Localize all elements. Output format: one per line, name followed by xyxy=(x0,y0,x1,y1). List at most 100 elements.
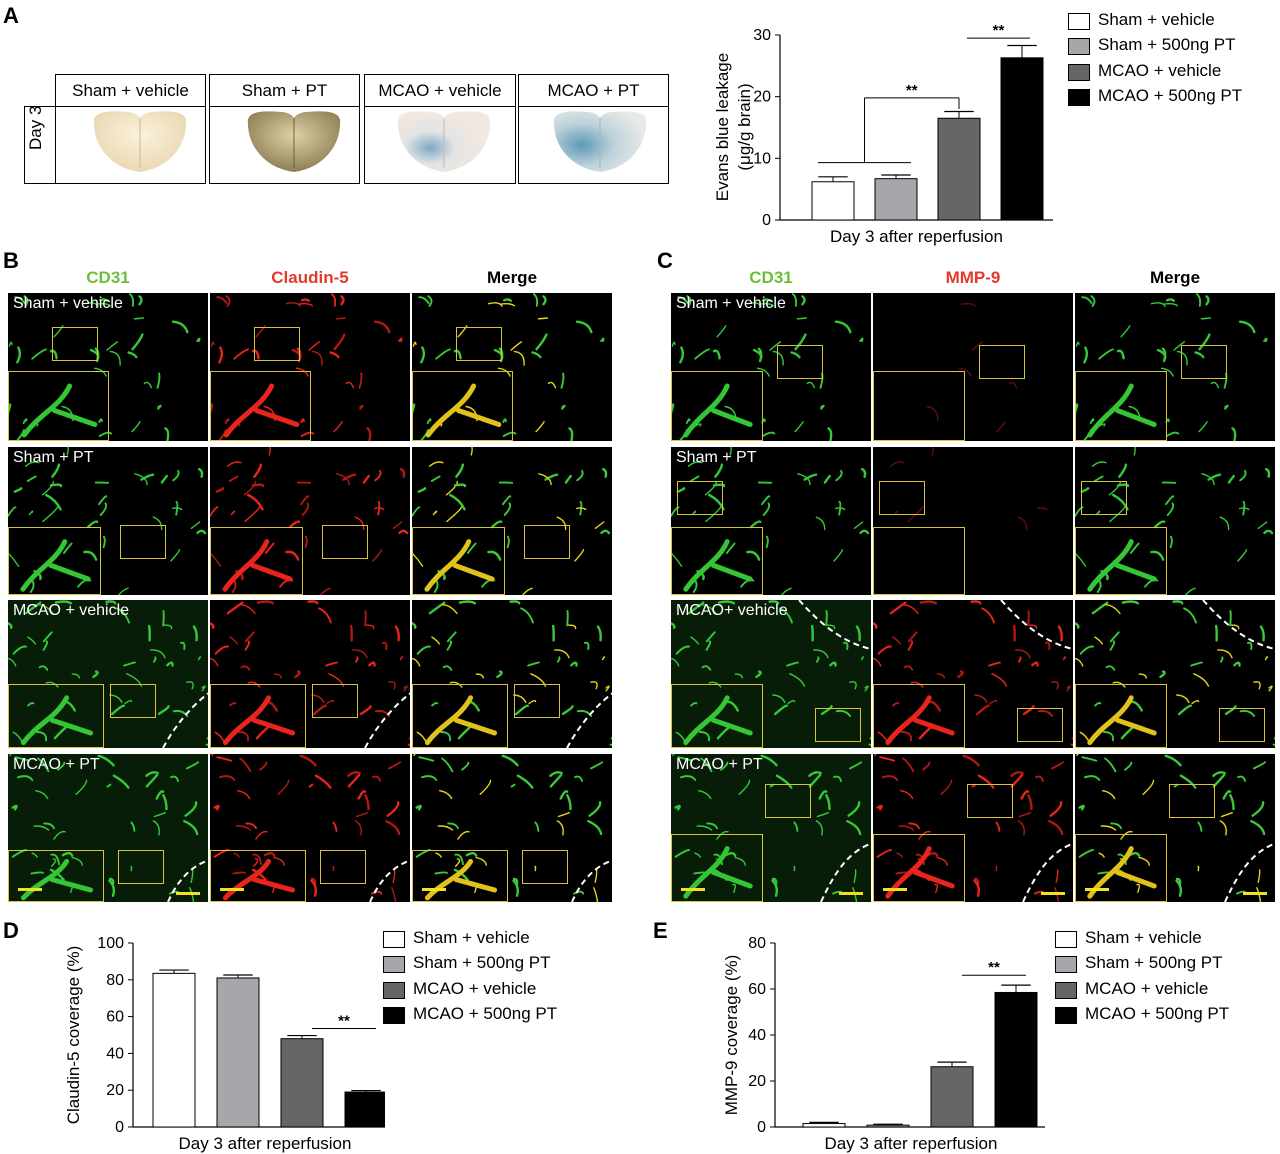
panel-c-col-cd31: CD31 xyxy=(749,268,793,287)
legend-d-swatch-3 xyxy=(383,1007,405,1024)
panel-b-micrograph-r1-c2 xyxy=(210,293,410,441)
legend-a-label-1: Sham + 500ng PT xyxy=(1098,35,1236,54)
magnified-inset-box xyxy=(210,684,306,748)
bar-3 xyxy=(1000,57,1044,221)
legend-d-label-0: Sham + vehicle xyxy=(413,928,530,947)
magnified-inset-box xyxy=(873,834,965,902)
legend-d-label-1: Sham + 500ng PT xyxy=(413,953,551,972)
x-axis-label: Day 3 after reperfusion xyxy=(179,1134,352,1153)
y-tick-label: 30 xyxy=(753,27,771,44)
micrograph-row-label: MCAO + PT xyxy=(676,756,763,773)
panel-c-micrograph-r4-c2 xyxy=(873,754,1073,902)
magnified-inset-box xyxy=(210,527,303,595)
micrograph-row-label: Sham + PT xyxy=(13,449,94,466)
significance-mark: ** xyxy=(906,82,918,99)
panel-b-micrograph-r4-c1: MCAO + PT xyxy=(8,754,208,902)
panel-b-micrograph-r2-c2 xyxy=(210,447,410,595)
micrograph-row-label: MCAO+ vehicle xyxy=(676,602,788,619)
micrograph-vessels xyxy=(412,600,612,748)
panel-c-micrograph-r2-c1: Sham + PT xyxy=(671,447,871,595)
micrograph-vessels xyxy=(8,754,208,902)
legend-d-label-3: MCAO + 500ng PT xyxy=(413,1004,558,1023)
panel-b-col-cd31: CD31 xyxy=(86,268,130,287)
magnified-inset-box xyxy=(1075,527,1167,595)
bar-1 xyxy=(216,977,260,1128)
magnified-inset-box xyxy=(671,371,763,441)
micrograph-vessels xyxy=(210,447,409,595)
legend-d-swatch-1 xyxy=(383,956,405,973)
magnified-inset-box xyxy=(873,527,965,595)
micrograph-row-label: Sham + PT xyxy=(676,449,757,466)
y-tick-label: 60 xyxy=(748,981,766,998)
magnified-inset-box xyxy=(8,371,109,441)
bar-0 xyxy=(811,181,855,221)
bar-2 xyxy=(930,1066,974,1128)
legend-e-label-1: Sham + 500ng PT xyxy=(1085,953,1223,972)
panel-b-micrograph-r3-c1: MCAO + vehicle xyxy=(8,600,208,748)
legend-e-swatch-0 xyxy=(1055,931,1077,948)
panel-b-micrograph-r1-c3 xyxy=(412,293,612,441)
panel-b-micrograph-r4-c3 xyxy=(412,754,612,902)
scale-bar xyxy=(176,892,200,895)
region-of-interest-box xyxy=(1219,708,1265,742)
header-sham-vehicle: Sham + vehicle xyxy=(72,81,189,100)
bar-3 xyxy=(994,991,1038,1128)
photo-cell-2 xyxy=(209,106,360,184)
panel-letter-a: A xyxy=(3,3,19,28)
panel-b-micrograph-r3-c2 xyxy=(210,600,410,748)
panel-c-micrograph-r2-c2 xyxy=(873,447,1073,595)
legend-a-swatch-3 xyxy=(1068,89,1090,106)
micrograph-vessels xyxy=(889,447,1048,531)
scale-bar xyxy=(883,888,907,891)
micrograph-vessels xyxy=(412,447,611,595)
magnified-inset-box xyxy=(8,527,101,595)
legend-d-swatch-2 xyxy=(383,982,405,999)
region-of-interest-box xyxy=(1181,345,1227,379)
y-tick-label: 0 xyxy=(762,212,771,229)
region-of-interest-box xyxy=(110,684,156,718)
region-of-interest-box xyxy=(815,708,861,742)
region-of-interest-box xyxy=(524,525,570,559)
region-of-interest-box xyxy=(118,850,164,884)
photo-cell-4 xyxy=(518,106,669,184)
bar-3 xyxy=(344,1091,385,1128)
photo-cell-1 xyxy=(55,106,206,184)
header-mcao-pt: MCAO + PT xyxy=(547,81,640,100)
panel-b-col-claudin5: Claudin-5 xyxy=(271,268,349,287)
region-of-interest-box xyxy=(1169,784,1215,818)
panel-letter-e: E xyxy=(653,918,668,943)
y-tick-label: 20 xyxy=(106,1082,124,1099)
legend-e-swatch-2 xyxy=(1055,982,1077,999)
chart-e-mmp9: 0 20 40 60 80 Day 3 after reperfusion MMP-9 co… xyxy=(722,935,1045,1153)
micrograph-vessels xyxy=(412,293,605,441)
panel-c-micrograph-r4-c3 xyxy=(1075,754,1275,902)
region-of-interest-box xyxy=(879,481,925,515)
significance-mark: ** xyxy=(988,959,1000,976)
y-tick-label: 60 xyxy=(106,1009,124,1026)
panel-c-micrograph-r3-c1: MCAO+ vehicle xyxy=(671,600,871,748)
region-of-interest-box xyxy=(514,684,560,718)
micrograph-row-label: Sham + vehicle xyxy=(13,295,123,312)
chart-d-claudin5: 0 20 40 60 80 100 Day 3 after reperfusion Claud… xyxy=(64,935,385,1153)
panel-letter-b: B xyxy=(3,248,19,273)
region-of-interest-box xyxy=(522,850,568,884)
legend-a-swatch-0 xyxy=(1068,13,1090,30)
bar-2 xyxy=(280,1038,324,1128)
significance-mark: ** xyxy=(993,22,1005,39)
panel-c-micrograph-r1-c3 xyxy=(1075,293,1275,441)
scale-bar xyxy=(681,888,705,891)
y-axis-label-line2: (μg/g brain) xyxy=(735,83,754,170)
panel-b-micrograph-r2-c3 xyxy=(412,447,612,595)
chart-a-evans-blue: 0 10 20 30 Day 3 after reperfusion Evans blue… xyxy=(713,22,1053,246)
region-of-interest-box xyxy=(777,345,823,379)
panel-letter-d: D xyxy=(3,918,19,943)
magnified-inset-box xyxy=(412,850,508,902)
magnified-inset-box xyxy=(671,834,763,902)
y-axis-label: MMP-9 coverage (%) xyxy=(722,955,741,1116)
magnified-inset-box xyxy=(1075,834,1167,902)
magnified-inset-box xyxy=(873,371,965,441)
panel-c-col-merge: Merge xyxy=(1149,268,1201,287)
scale-bar xyxy=(839,892,863,895)
header-sham-pt: Sham + PT xyxy=(241,81,328,100)
micrograph-row-label: MCAO + PT xyxy=(13,756,100,773)
